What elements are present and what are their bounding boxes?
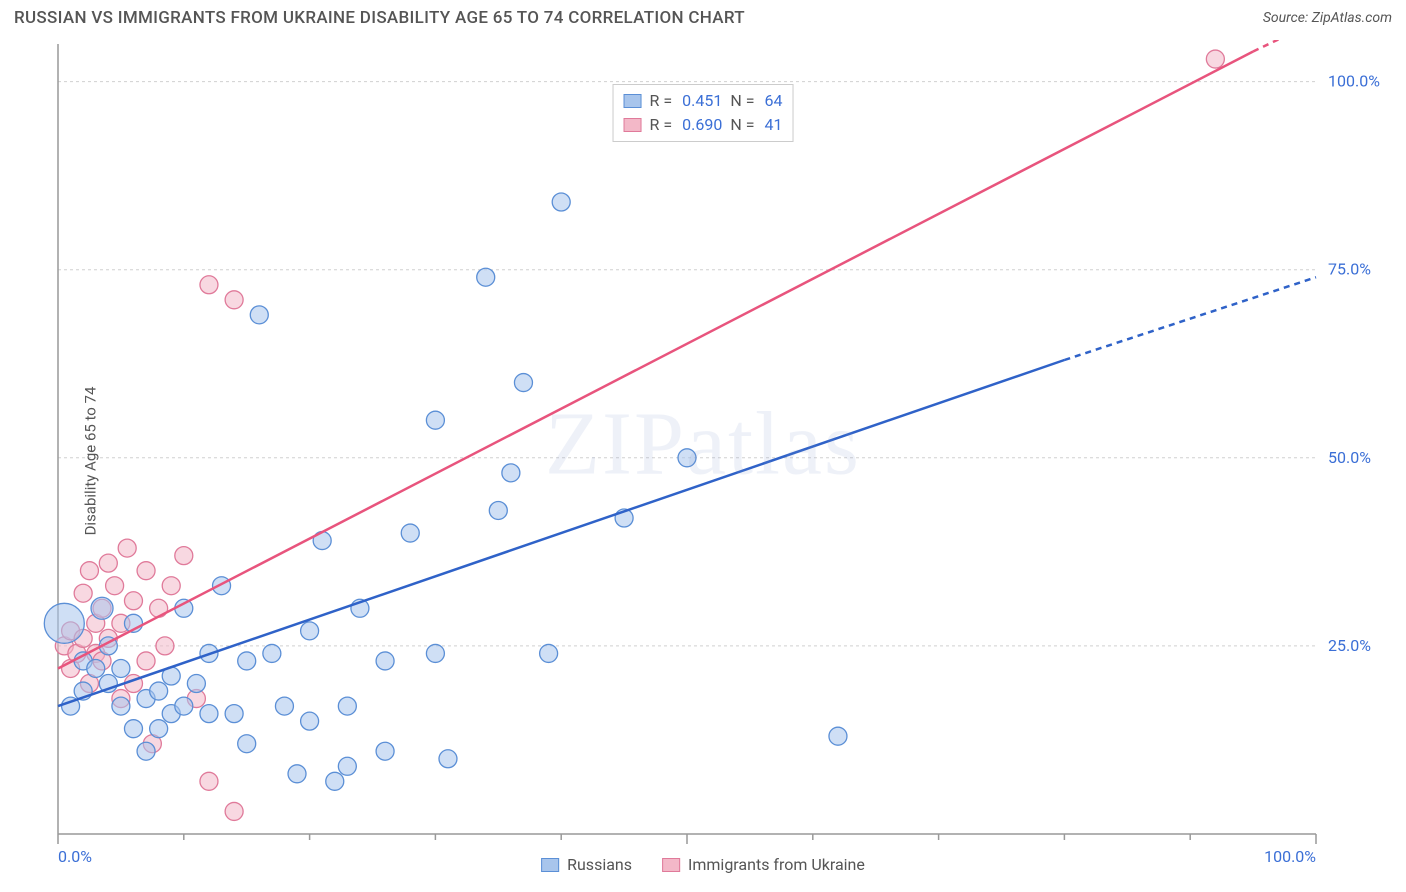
legend-swatch — [624, 118, 642, 132]
legend-label: Russians — [567, 855, 632, 874]
svg-text:25.0%: 25.0% — [1328, 636, 1371, 655]
chart-container: Disability Age 65 to 74 ZIPatlas 0.0%100… — [10, 40, 1396, 882]
svg-text:50.0%: 50.0% — [1328, 448, 1371, 467]
legend-row: R = 0.690 N = 41 — [624, 113, 783, 137]
svg-text:100.0%: 100.0% — [1328, 72, 1380, 91]
legend-swatch — [662, 858, 680, 872]
svg-text:100.0%: 100.0% — [1264, 847, 1316, 866]
legend-swatch — [541, 858, 559, 872]
legend-label: Immigrants from Ukraine — [688, 855, 865, 874]
legend-swatch — [624, 94, 642, 108]
source-credit: Source: ZipAtlas.com — [1263, 10, 1392, 26]
legend-row: R = 0.451 N = 64 — [624, 89, 783, 113]
correlation-legend: R = 0.451 N = 64R = 0.690 N = 41 — [613, 84, 794, 142]
svg-text:75.0%: 75.0% — [1328, 260, 1371, 279]
y-axis-label: Disability Age 65 to 74 — [81, 387, 99, 536]
legend-item: Immigrants from Ukraine — [662, 855, 865, 874]
chart-title: RUSSIAN VS IMMIGRANTS FROM UKRAINE DISAB… — [14, 8, 745, 28]
legend-item: Russians — [541, 855, 632, 874]
svg-text:0.0%: 0.0% — [58, 847, 92, 866]
scatter-plot: 0.0% 100.0% 25.0% 50.0% 75.0% 100.0% — [10, 40, 1396, 882]
series-legend: Russians Immigrants from Ukraine — [541, 855, 865, 874]
